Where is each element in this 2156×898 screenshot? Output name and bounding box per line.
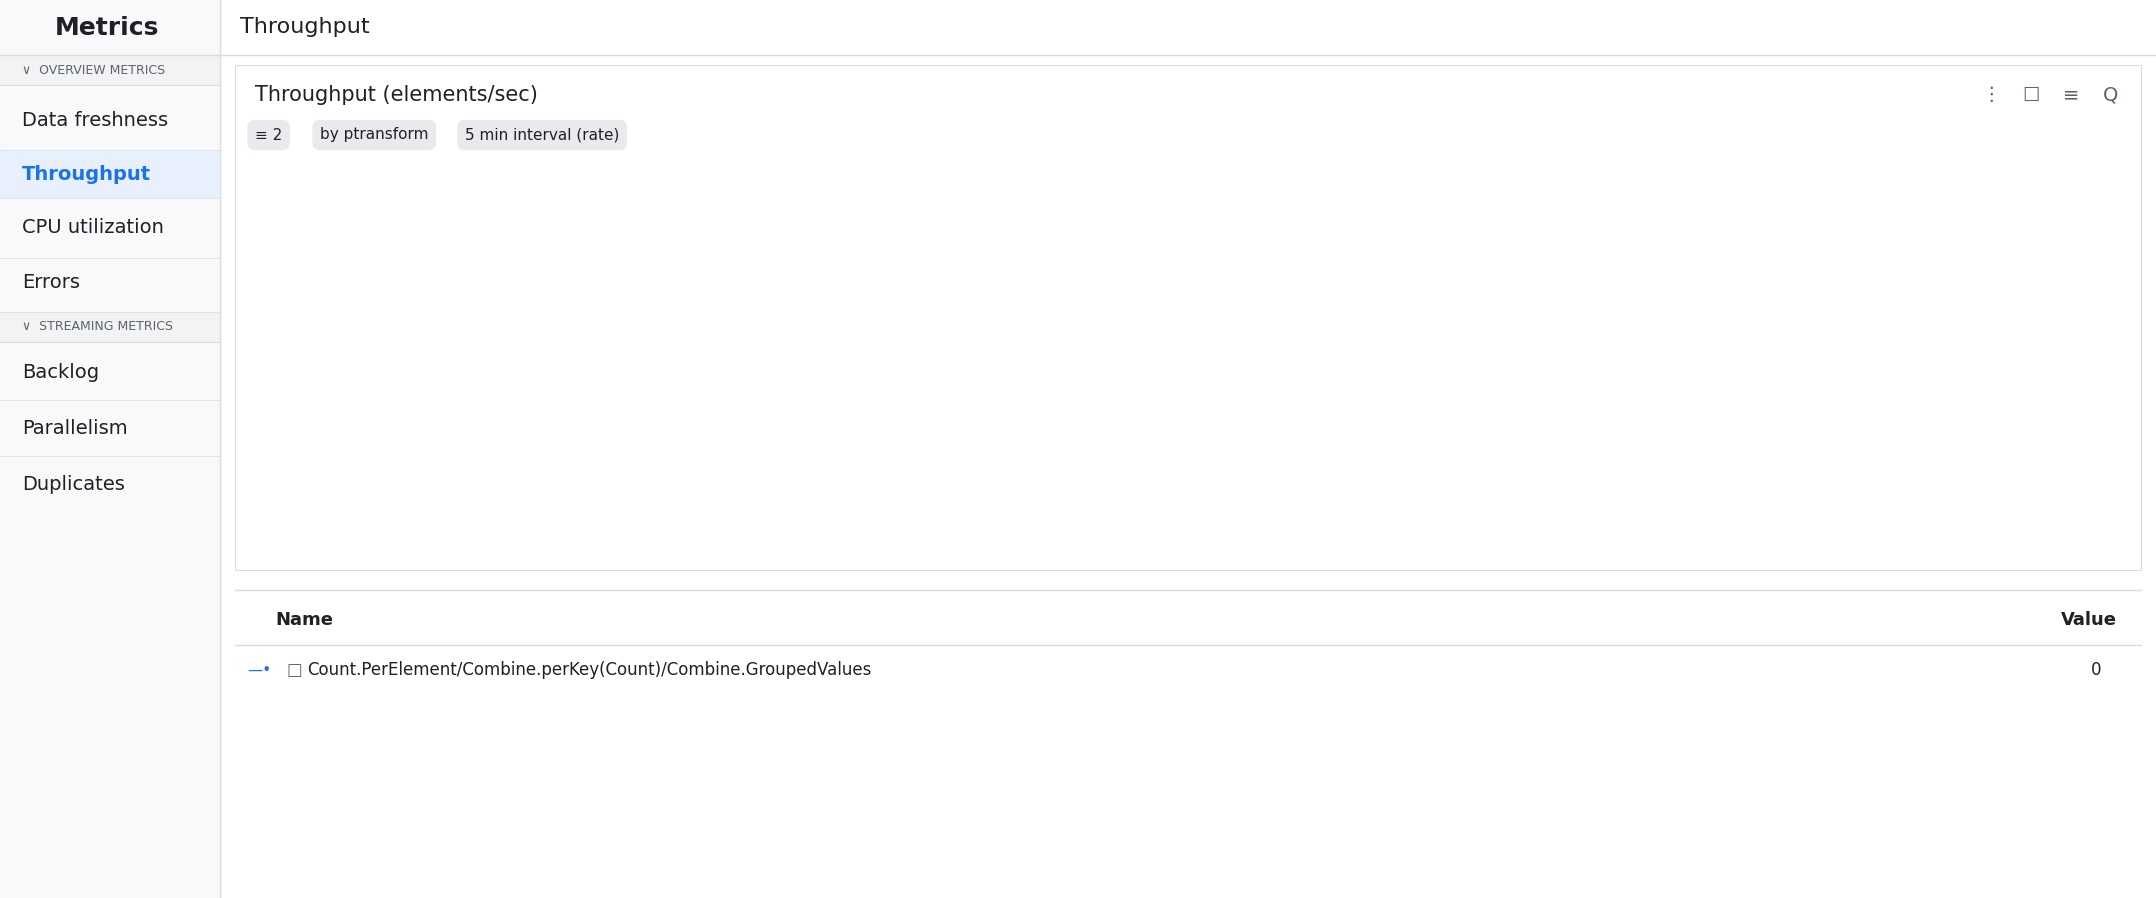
Text: Duplicates: Duplicates [22,474,125,494]
Text: ☐: ☐ [2022,85,2040,104]
Text: □: □ [287,661,302,679]
Text: Parallelism: Parallelism [22,418,127,437]
Text: ⋮: ⋮ [1981,85,2001,104]
Text: 5 min interval (rate): 5 min interval (rate) [466,128,619,143]
Text: Name: Name [276,611,332,629]
Text: ≡: ≡ [2063,85,2078,104]
Text: Throughput (elements/sec): Throughput (elements/sec) [254,85,537,105]
Text: Q: Q [2104,85,2119,104]
Text: Count.PerElement/Combine.perKey(Count)/Combine.GroupedValues: Count.PerElement/Combine.perKey(Count)/C… [306,661,871,679]
Text: Throughput: Throughput [239,17,369,37]
Text: Errors: Errors [22,272,80,292]
Text: by ptransform: by ptransform [319,128,429,143]
Text: Value: Value [2061,611,2117,629]
Bar [1289,185,1386,525]
Text: ≡ 2: ≡ 2 [254,128,282,143]
Text: —•: —• [248,663,272,677]
Text: ∨  STREAMING METRICS: ∨ STREAMING METRICS [22,321,172,333]
Text: Data freshness: Data freshness [22,110,168,129]
Text: Backlog: Backlog [22,363,99,382]
Text: CPU utilization: CPU utilization [22,218,164,237]
Text: ∨  OVERVIEW METRICS: ∨ OVERVIEW METRICS [22,64,166,76]
Text: Metrics: Metrics [56,16,160,40]
Text: 0: 0 [2091,661,2102,679]
Text: Throughput: Throughput [22,164,151,183]
